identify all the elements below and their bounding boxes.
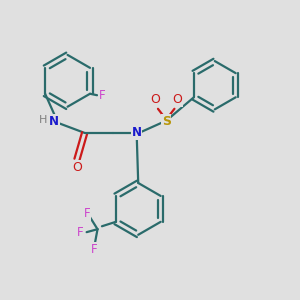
Text: O: O [172, 93, 182, 106]
Text: O: O [150, 93, 160, 106]
Text: F: F [76, 226, 83, 239]
Text: S: S [162, 115, 171, 128]
Text: F: F [99, 89, 106, 102]
Text: F: F [84, 207, 91, 220]
Text: H: H [39, 115, 47, 125]
Text: N: N [49, 115, 59, 128]
Text: O: O [72, 161, 82, 174]
Text: F: F [91, 243, 98, 256]
Text: N: N [132, 126, 142, 140]
